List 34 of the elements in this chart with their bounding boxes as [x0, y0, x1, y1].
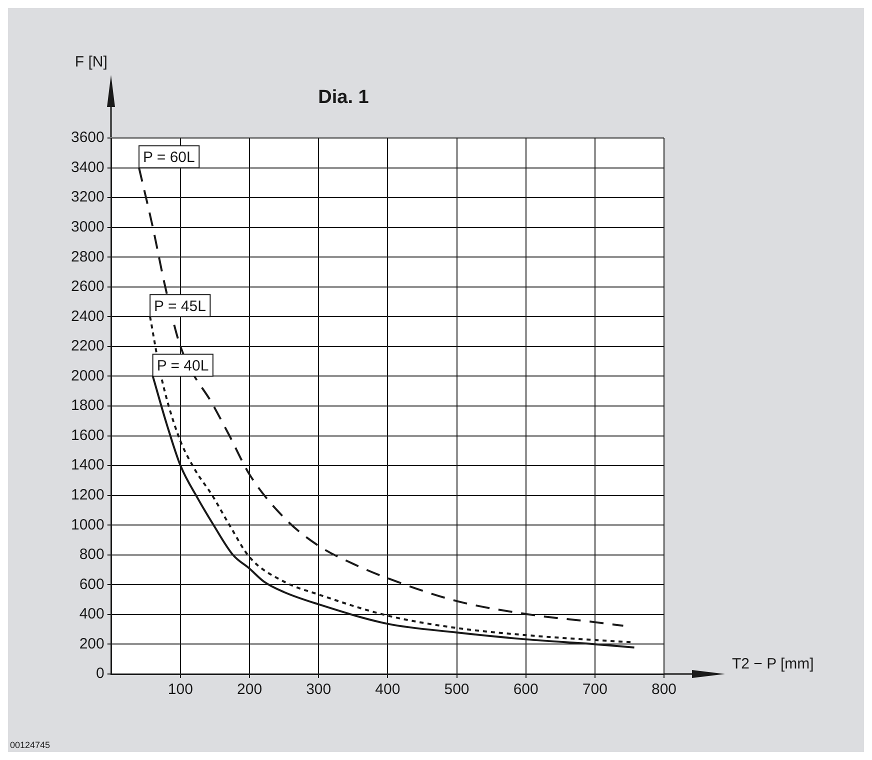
x-tick-label: 600: [513, 681, 538, 698]
x-tick-label: 400: [375, 681, 400, 698]
chart-title: Dia. 1: [318, 87, 370, 108]
y-tick-label: 2600: [70, 278, 104, 296]
y-tick-label: 2400: [70, 308, 104, 325]
y-tick-label: 800: [79, 546, 104, 564]
y-tick-label: 1200: [70, 486, 104, 504]
x-tick-label: 300: [306, 681, 332, 698]
y-tick-label: 1000: [70, 516, 104, 534]
y-tick-label: 200: [79, 635, 104, 652]
x-axis-title: T2 − P [mm]: [732, 656, 814, 673]
y-tick-label: 3400: [70, 158, 104, 176]
y-tick-label: 400: [79, 606, 104, 623]
y-tick-label: 0: [96, 665, 104, 682]
x-tick-label: 200: [237, 681, 262, 698]
y-tick-label: 1800: [70, 397, 104, 414]
y-tick-label: 2000: [70, 367, 104, 384]
y-tick-label: 3200: [70, 188, 104, 206]
y-tick-label: 1400: [70, 456, 104, 474]
y-tick-label: 3000: [70, 218, 104, 236]
x-tick-label: 700: [582, 681, 608, 698]
x-tick-label: 100: [168, 681, 193, 698]
series-label: P = 45L: [154, 298, 206, 315]
y-tick-label: 2200: [70, 338, 104, 355]
y-tick-label: 2800: [70, 248, 104, 266]
text: 00124745: [10, 740, 50, 750]
x-tick-label: 800: [651, 681, 677, 698]
series-label: P = 60L: [143, 148, 195, 166]
y-tick-label: 3600: [70, 129, 104, 146]
x-tick-label: 500: [444, 681, 470, 698]
series-label: P = 40L: [156, 357, 209, 374]
y-axis-title: F [N]: [74, 54, 108, 71]
y-tick-label: 1600: [70, 426, 104, 444]
y-tick-label: 600: [79, 576, 104, 593]
